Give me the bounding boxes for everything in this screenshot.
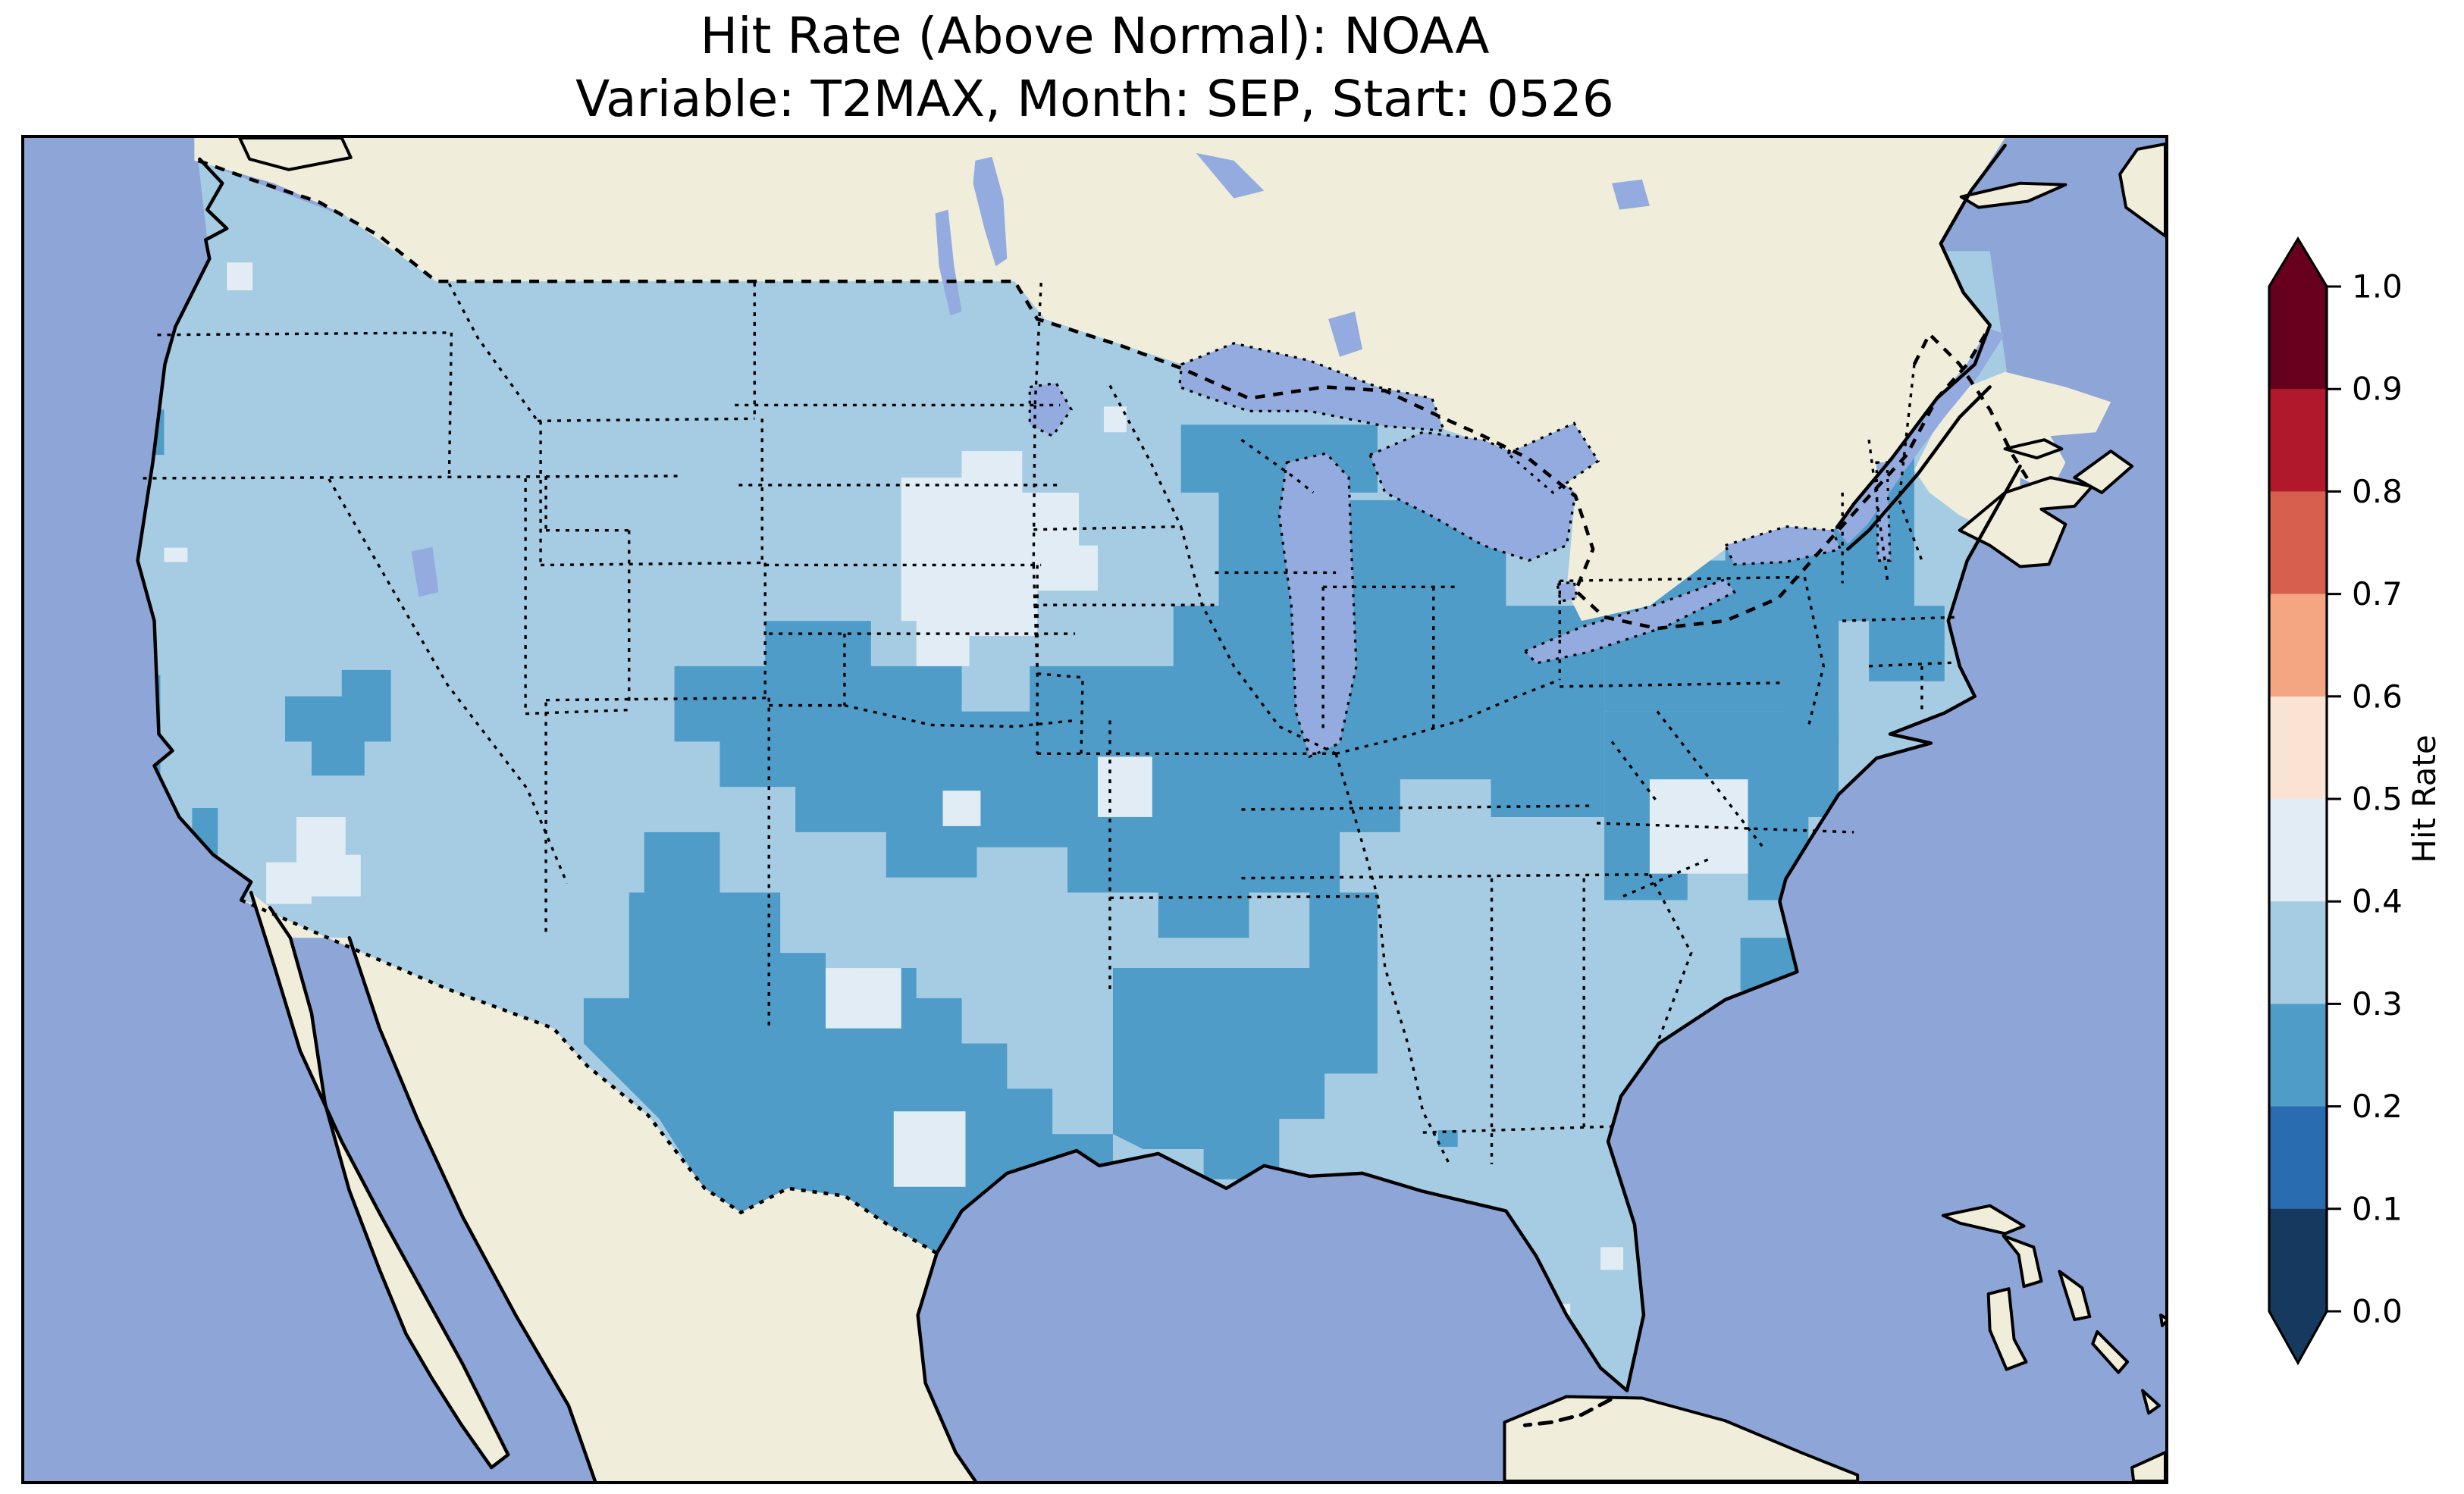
colorbar-tick-label: 0.1 — [2352, 1190, 2403, 1227]
colorbar-tick-label: 0.7 — [2352, 575, 2403, 612]
colorbar-over-arrow — [2269, 239, 2327, 287]
colorbar-tick-label: 0.6 — [2352, 678, 2403, 715]
colorbar-tick-label: 0.3 — [2352, 985, 2403, 1023]
colorbar-segment-0.6-0.7 — [2269, 594, 2327, 697]
colorbar-tick-label: 1.0 — [2352, 268, 2403, 305]
colorbar-under-arrow — [2269, 1311, 2327, 1363]
colorbar-segment-0.9-1.0 — [2269, 287, 2327, 390]
map-plot-area — [21, 135, 2168, 1484]
colorbar-segments — [2269, 239, 2327, 1363]
chart-title-line1: Hit Rate (Above Normal): NOAA — [21, 5, 2168, 67]
chart-title-line2: Variable: T2MAX, Month: SEP, Start: 0526 — [21, 67, 2168, 130]
map-canvas — [24, 138, 2165, 1481]
colorbar-tick-label: 0.4 — [2352, 883, 2403, 920]
colorbar-segment-0.0-0.1 — [2269, 1209, 2327, 1312]
colorbar-tick-label: 0.8 — [2352, 473, 2403, 510]
bahamas-cay-2 — [2161, 1315, 2165, 1326]
colorbar-tick-label: 0.5 — [2352, 781, 2403, 818]
colorbar-axis-label: Hit Rate — [2406, 734, 2443, 863]
figure-root: Hit Rate (Above Normal): NOAA Variable: … — [0, 0, 2464, 1494]
colorbar-segment-0.5-0.6 — [2269, 697, 2327, 800]
colorbar-segment-0.8-0.9 — [2269, 389, 2327, 492]
colorbar-segment-0.2-0.3 — [2269, 1004, 2327, 1107]
colorbar-tick-label: 0.9 — [2352, 371, 2403, 408]
colorbar-canvas: 1.0 0.9 0.8 0.7 0.6 0.5 0.4 0.3 0.2 0.1 0.0 Hit Ra… — [2244, 220, 2464, 1402]
colorbar-tick-label: 0.0 — [2352, 1293, 2403, 1330]
colorbar-segment-0.1-0.2 — [2269, 1107, 2327, 1210]
colorbar-tick-label: 0.2 — [2352, 1088, 2403, 1125]
colorbar-ticks: 1.0 0.9 0.8 0.7 0.6 0.5 0.4 0.3 0.2 0.1 0.0 — [2327, 268, 2403, 1330]
colorbar-segment-0.3-0.4 — [2269, 901, 2327, 1004]
colorbar-segment-0.7-0.8 — [2269, 491, 2327, 594]
colorbar-segment-0.4-0.5 — [2269, 799, 2327, 902]
chart-title: Hit Rate (Above Normal): NOAA Variable: … — [21, 5, 2168, 130]
colorbar: 1.0 0.9 0.8 0.7 0.6 0.5 0.4 0.3 0.2 0.1 0.0 Hit Ra… — [2244, 220, 2464, 1402]
